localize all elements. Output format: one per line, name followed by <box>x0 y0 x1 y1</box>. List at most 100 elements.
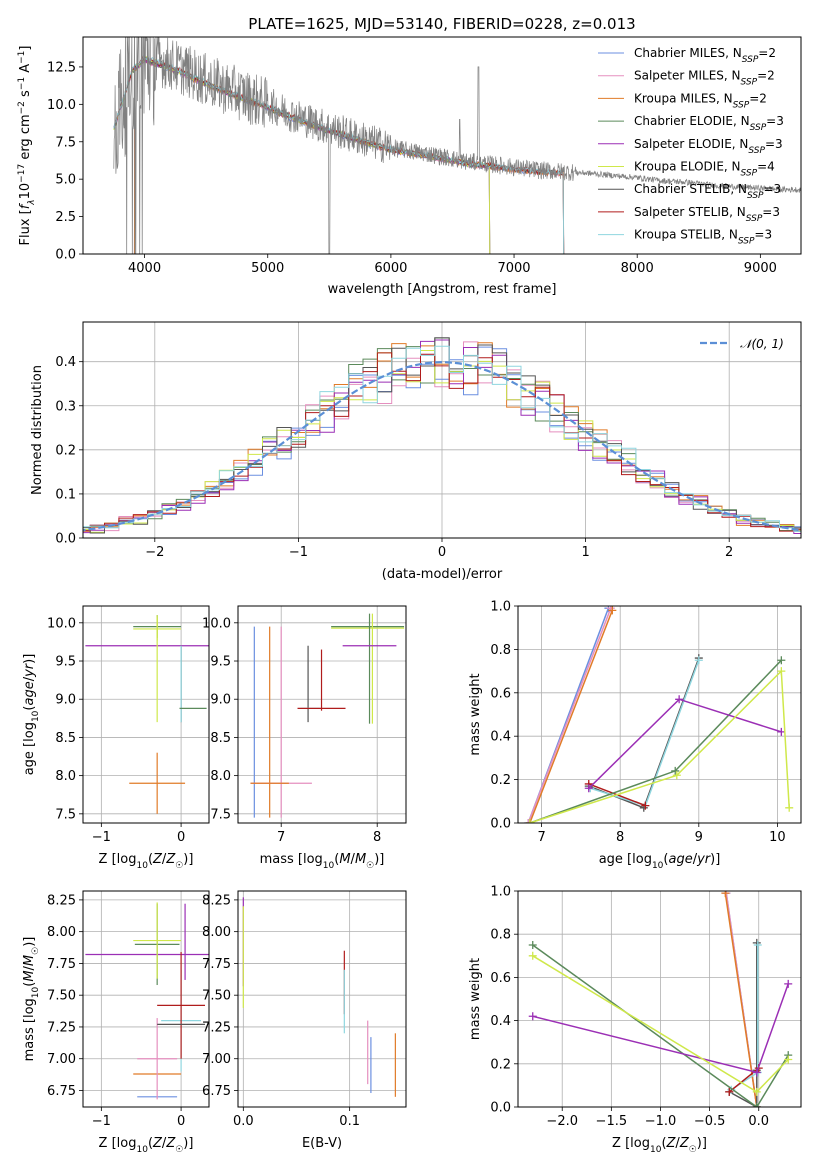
y-tick-label: 9.0 <box>55 693 76 708</box>
y-tick-label: 1.0 <box>490 885 511 900</box>
x-tick-label: 8000 <box>621 261 654 276</box>
y-tick-label: 0.4 <box>490 1014 511 1029</box>
series-marker <box>528 941 537 949</box>
legend-entry: Chabrier MILES, NSSP=2 <box>634 46 776 65</box>
series-marker <box>752 1103 761 1107</box>
series-line <box>588 698 782 789</box>
x-tick-label: 7 <box>537 830 545 845</box>
grid <box>518 605 801 824</box>
panel-7: 0.0 0.1 6.75 7.00 7.25 7.50 7.75 8.00 8.25 E(B-V) <box>202 890 407 1151</box>
series-marker <box>528 1012 537 1021</box>
plot-area <box>85 902 209 1100</box>
series-marker <box>752 1068 761 1077</box>
y-tick-label: 7.5 <box>210 807 231 822</box>
plot-area <box>524 606 794 823</box>
x-axis-label: age [log10(age/yr)] <box>599 852 721 871</box>
y-tick-label: 0.6 <box>490 686 511 701</box>
y-axis-label: age [log10(age/yr)] <box>22 654 41 776</box>
series-kroupa-miles <box>721 891 761 1107</box>
histogram-salpeter-miles <box>83 341 801 532</box>
legend-entry: Chabrier ELODIE, NSSP=3 <box>634 114 784 133</box>
x-tick-label: −1 <box>92 1114 111 1129</box>
series-marker <box>777 727 786 736</box>
y-tick-label: 10.0 <box>47 98 76 113</box>
series-marker <box>525 819 534 823</box>
x-tick-label: 0.0 <box>233 1114 254 1129</box>
axes-frame <box>82 321 802 539</box>
y-tick-label: 7.00 <box>47 1052 76 1067</box>
x-axis-label: Z [log10(Z/Z☉)] <box>612 1136 707 1155</box>
y-tick-label: 0.8 <box>490 643 511 658</box>
series-chabrier-stelib <box>584 654 703 812</box>
y-tick-label: 7.50 <box>47 989 76 1004</box>
y-tick-label: 0.0 <box>55 248 76 263</box>
x-tick-label: 8 <box>373 830 381 845</box>
x-tick-label: −1.0 <box>645 1114 677 1129</box>
legend-entry: Salpeter MILES, NSSP=2 <box>634 69 775 88</box>
x-tick-label: 0.0 <box>748 1114 769 1129</box>
x-tick-label: 9 <box>695 830 703 845</box>
y-tick-label: 7.5 <box>55 807 76 822</box>
y-tick-label: 7.75 <box>47 957 76 972</box>
series-marker <box>675 695 684 704</box>
histogram-salpeter-stelib <box>83 352 801 532</box>
series-marker <box>671 766 680 775</box>
legend-entry: Kroupa MILES, NSSP=2 <box>634 91 767 110</box>
y-tick-label: 0.2 <box>55 443 76 458</box>
series-marker <box>524 819 533 823</box>
x-tick-label: 0 <box>177 1114 185 1129</box>
plot-area <box>242 897 396 1097</box>
x-tick-label: 0 <box>177 830 185 845</box>
y-tick-label: 8.00 <box>47 925 76 940</box>
series-line <box>529 610 613 823</box>
y-tick-label: 0.4 <box>55 355 76 370</box>
y-tick-label: 0.3 <box>55 399 76 414</box>
series-marker <box>725 1087 734 1096</box>
y-tick-label: 5.0 <box>55 173 76 188</box>
panel-2: −2 −1 0 1 2 0.0 0.1 0.2 0.3 0.4 (data-model)/error… <box>30 321 802 582</box>
series-marker <box>784 1055 793 1064</box>
series-line <box>529 669 790 823</box>
errorbar-salpeter-stelib <box>157 951 206 1059</box>
series-marker <box>784 979 793 988</box>
x-tick-label: 5000 <box>251 261 284 276</box>
legend-entry: Salpeter STELIB, NSSP=3 <box>634 205 780 224</box>
x-tick-label: 7000 <box>497 261 530 276</box>
y-tick-label: 7.25 <box>202 1020 231 1035</box>
y-tick-label: 7.75 <box>202 957 231 972</box>
legend-entry: Chabrier STELIB, NSSP=3 <box>634 182 781 201</box>
axes-frame <box>82 605 210 824</box>
y-tick-label: 7.25 <box>47 1020 76 1035</box>
panel-3: −1 0 7.5 8.0 8.5 9.0 9.5 10.0 Z [log10(Z/Z☉)] age… <box>22 605 210 871</box>
y-tick-label: 6.75 <box>47 1084 76 1099</box>
plot-area <box>113 37 801 254</box>
x-tick-label: 9000 <box>744 261 777 276</box>
grid <box>238 606 406 823</box>
x-tick-label: −2 <box>145 545 164 560</box>
y-tick-label: 0.2 <box>490 773 511 788</box>
panel-5: 7 8 9 10 0.0 0.2 0.4 0.6 0.8 1.0 age [log10(age/yr… <box>468 600 802 871</box>
x-tick-label: −0.5 <box>694 1114 726 1129</box>
axes-frame <box>237 890 407 1108</box>
axes-frame <box>237 605 407 824</box>
series-marker <box>672 771 681 780</box>
x-tick-label: 2 <box>725 545 733 560</box>
series-kroupa-elodie <box>525 667 794 823</box>
legend-entry: Kroupa STELIB, NSSP=3 <box>634 228 772 247</box>
series-marker <box>528 951 537 960</box>
y-tick-label: 10.0 <box>202 616 231 631</box>
y-tick-label: 1.0 <box>490 600 511 615</box>
x-axis-label: E(B-V) <box>302 1136 342 1151</box>
x-tick-label: 0 <box>438 545 446 560</box>
series-marker <box>584 784 593 793</box>
legend-entry: Salpeter ELODIE, NSSP=3 <box>634 137 783 156</box>
y-tick-label: 0.0 <box>55 532 76 547</box>
series-marker <box>752 1087 761 1096</box>
y-tick-label: 9.0 <box>210 693 231 708</box>
x-tick-label: 4000 <box>128 261 161 276</box>
axes-frame <box>82 36 802 255</box>
panel-1: 4000 5000 6000 7000 8000 9000 0.0 2.5 5.0 7.5 10.0… <box>17 15 802 297</box>
x-axis-label: (data-model)/error <box>382 567 503 582</box>
series-marker <box>753 941 762 949</box>
y-tick-label: 0.2 <box>490 1057 511 1072</box>
